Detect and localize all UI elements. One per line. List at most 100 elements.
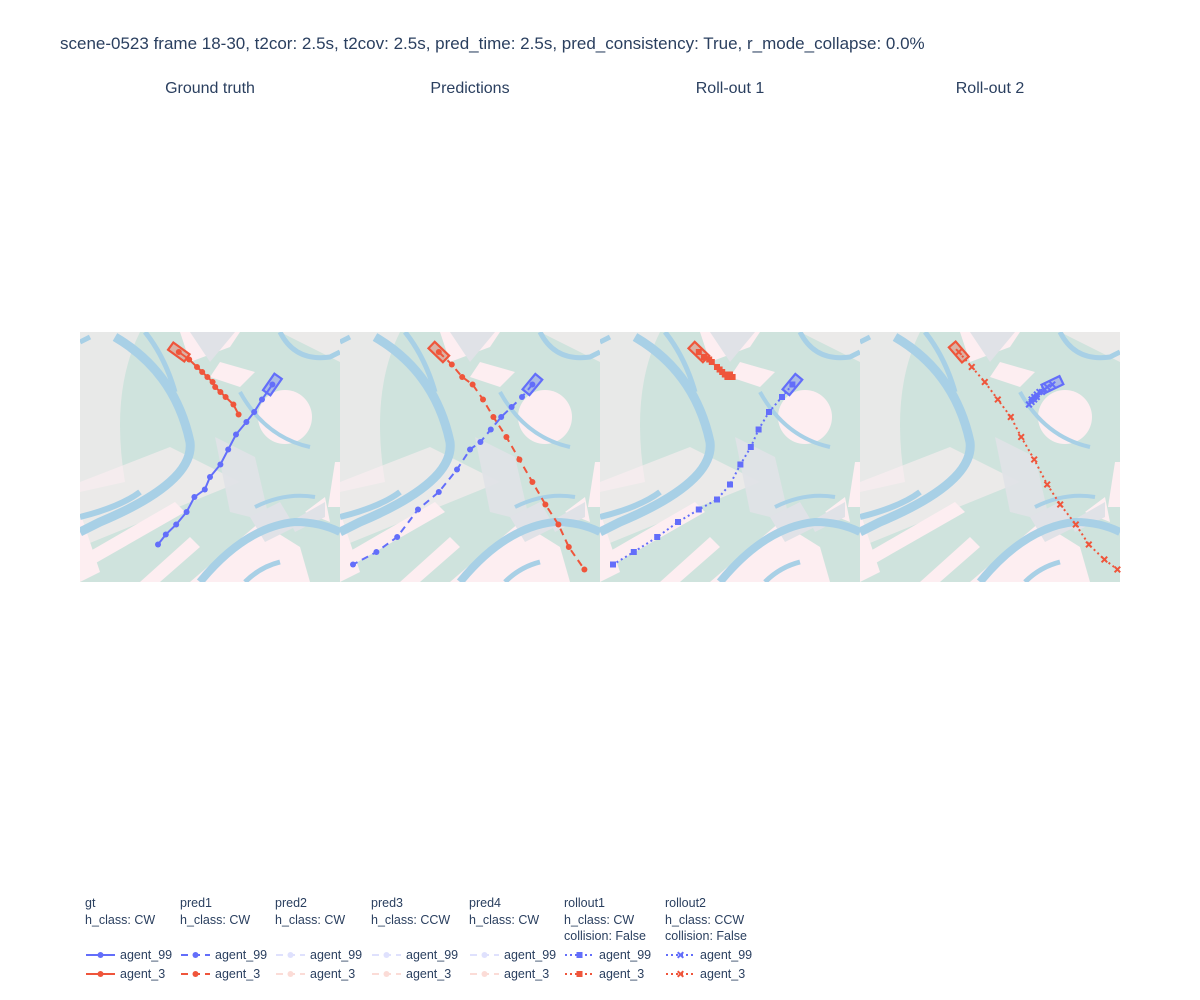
data-point-agent_99-11 (630, 549, 637, 555)
legend-item-label: agent_99 (406, 948, 459, 962)
data-point-agent_3-6 (503, 434, 510, 440)
data-point-agent_3-1 (701, 354, 707, 360)
legend-group-title: rollout1 (564, 896, 605, 910)
data-point-agent_99-4 (233, 431, 239, 438)
data-point-agent_3-1 (968, 363, 976, 371)
legend-group-rollout1: rollout1 h_class: CW collision: False agent… (564, 895, 651, 981)
subplot-title-rollout-2: Roll-out 2 (955, 80, 1025, 97)
data-point-agent_99-6 (217, 461, 224, 468)
data-point-agent_3-0 (955, 348, 963, 356)
legend-group-info: h_class: CCW (371, 912, 451, 927)
data-point-agent_3-1 (186, 356, 193, 363)
legend-swatch (276, 952, 305, 958)
legend-item-label: agent_99 (120, 948, 173, 962)
data-point-agent_3-10 (235, 411, 242, 418)
data-point-agent_99-7 (454, 466, 460, 473)
legend-group-title: pred1 (180, 896, 212, 910)
legend-swatch (181, 971, 210, 977)
data-point-agent_99-2 (251, 409, 258, 415)
legend-swatch (372, 971, 401, 977)
data-point-agent_99-0 (529, 381, 536, 388)
data-point-agent_99-3 (755, 426, 762, 433)
legend-group-rollout2: rollout2 h_class: CCW collision: False agen… (665, 895, 752, 981)
legend-item-label: agent_99 (215, 948, 268, 962)
data-point-agent_99-9 (191, 494, 198, 500)
data-point-agent_99-5 (477, 439, 484, 445)
data-point-agent_3-6 (1030, 455, 1038, 464)
legend-swatch (470, 952, 499, 958)
data-point-agent_3-10 (555, 521, 562, 528)
data-point-agent_99-3 (243, 419, 250, 425)
data-point-agent_3-9 (230, 401, 237, 408)
data-point-agent_99-3 (498, 414, 505, 420)
data-point-agent_3-2 (194, 364, 200, 370)
legend-group-pred3: pred3 h_class: CCW agent_99 agent_3 (371, 895, 458, 981)
data-point-agent_99-8 (695, 506, 702, 513)
legend-item-label: agent_3 (310, 967, 356, 981)
data-point-agent_3-0 (695, 349, 702, 355)
data-point-agent_99-0 (1048, 380, 1056, 389)
legend-swatch (86, 952, 115, 958)
legend-item-label: agent_3 (215, 967, 261, 981)
data-point-agent_99-7 (714, 496, 720, 503)
legend-group-title: rollout2 (665, 896, 706, 910)
data-point-agent_99-4 (487, 426, 494, 433)
data-point-agent_3-7 (1043, 480, 1051, 489)
map-background (340, 332, 600, 582)
panel-rollout-2 (860, 332, 1121, 582)
data-point-agent_3-0 (435, 349, 442, 355)
panel-predictions (340, 332, 600, 582)
subplot-title-predictions: Predictions (430, 80, 510, 97)
legend-group-info: h_class: CW (85, 912, 156, 927)
data-point-agent_99-2 (508, 404, 515, 410)
data-point-agent_3-2 (459, 374, 466, 380)
map-background (860, 332, 1120, 582)
data-point-agent_99-7 (207, 474, 213, 480)
legend-group-info: collision: False (665, 929, 747, 943)
data-point-agent_3-0 (175, 349, 182, 355)
legend-item-label: agent_99 (700, 948, 753, 962)
legend-group-pred2: pred2 h_class: CW agent_99 agent_3 (275, 895, 362, 981)
legend-swatch (181, 952, 210, 958)
legend-swatch (565, 952, 594, 958)
legend-swatch (372, 952, 401, 958)
legend-item-label: agent_3 (504, 967, 550, 981)
data-point-agent_3-4 (480, 396, 486, 403)
data-point-agent_3-3 (994, 395, 1002, 404)
data-point-agent_99-11 (173, 521, 180, 528)
panel-ground-truth (80, 332, 340, 582)
data-point-agent_99-12 (162, 531, 169, 538)
data-point-agent_99-2 (766, 409, 772, 415)
data-point-agent_99-6 (727, 481, 733, 488)
legend-swatch (565, 971, 594, 977)
legend-item-label: agent_3 (700, 967, 746, 981)
data-point-agent_99-5 (737, 461, 744, 468)
data-point-agent_99-12 (1025, 400, 1033, 409)
data-point-agent_3-9 (1072, 520, 1080, 529)
data-point-agent_99-11 (373, 549, 380, 555)
data-point-agent_99-8 (435, 489, 442, 495)
data-point-agent_99-1 (519, 394, 525, 400)
data-point-agent_99-8 (201, 486, 208, 493)
legend-group-title: pred4 (469, 896, 501, 910)
data-point-agent_99-10 (394, 534, 401, 540)
data-point-agent_99-6 (467, 446, 473, 453)
legend-swatch (276, 971, 305, 977)
data-point-agent_3-12 (729, 374, 736, 380)
legend-group-info: h_class: CW (275, 912, 346, 927)
subplot-title-ground-truth: Ground truth (165, 80, 255, 97)
legend-group-title: gt (85, 896, 96, 910)
legend-group-info: h_class: CW (180, 912, 251, 927)
data-point-agent_99-0 (789, 381, 796, 388)
legend-group-info: h_class: CW (469, 912, 540, 927)
legend-group-info: h_class: CW (564, 912, 635, 927)
data-point-agent_3-3 (199, 369, 206, 375)
data-point-agent_3-8 (1056, 500, 1064, 509)
data-point-agent_99-4 (747, 444, 754, 450)
data-point-agent_3-8 (529, 479, 536, 485)
data-point-agent_3-8 (222, 394, 229, 400)
legend-group-pred4: pred4 h_class: CW agent_99 agent_3 (469, 895, 556, 981)
data-point-agent_3-1 (448, 361, 455, 368)
data-point-agent_3-5 (490, 414, 497, 420)
data-point-agent_3-3 (469, 381, 476, 388)
